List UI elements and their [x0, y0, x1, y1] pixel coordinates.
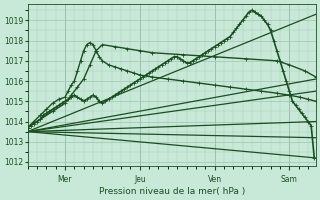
X-axis label: Pression niveau de la mer( hPa ): Pression niveau de la mer( hPa ): [99, 187, 245, 196]
